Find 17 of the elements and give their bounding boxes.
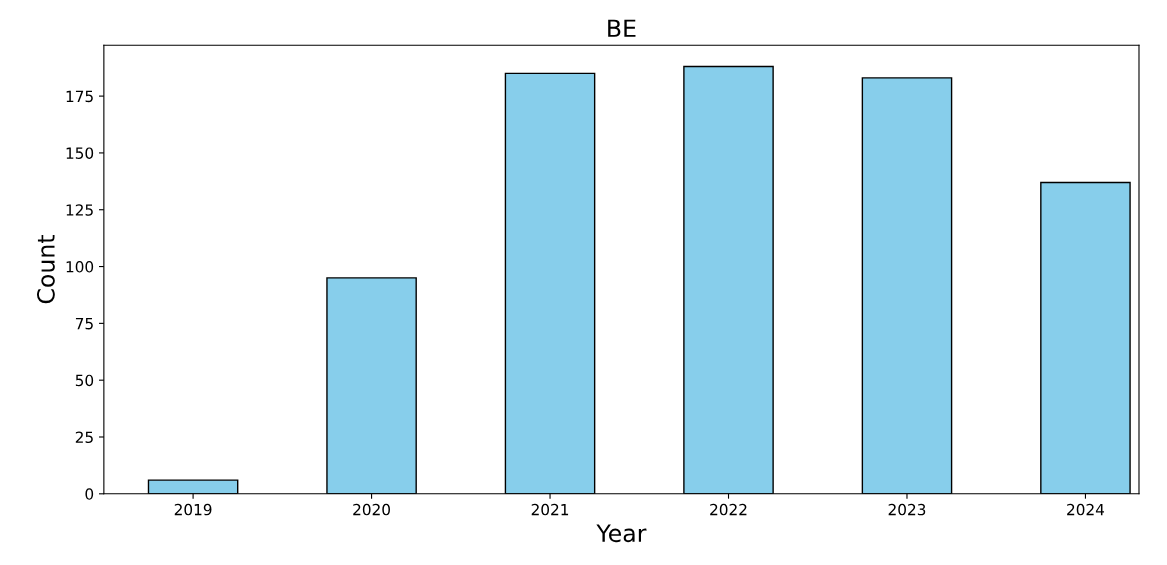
y-tick-label: 25: [75, 431, 93, 444]
y-tick-label: 100: [66, 261, 94, 273]
y-tick-label: 150: [66, 147, 94, 159]
y-tick-label: 75: [75, 318, 93, 330]
y-tick-label: 50: [75, 374, 94, 387]
x-tick-label: 2019: [174, 503, 212, 516]
x-axis-title: Year: [596, 524, 647, 543]
chart-title: BE: [608, 19, 636, 37]
x-tick-label: 2021: [531, 503, 569, 516]
y-tick-label: 175: [66, 90, 93, 103]
x-tick-label: 2020: [353, 503, 390, 516]
y-tick-label: 0: [85, 488, 94, 500]
x-tick-label: 2023: [888, 503, 926, 516]
x-tick-label: 2022: [710, 503, 747, 516]
y-axis-title: Count: [36, 235, 55, 304]
y-tick-label: 125: [66, 204, 93, 216]
x-tick-label: 2024: [1067, 503, 1105, 516]
